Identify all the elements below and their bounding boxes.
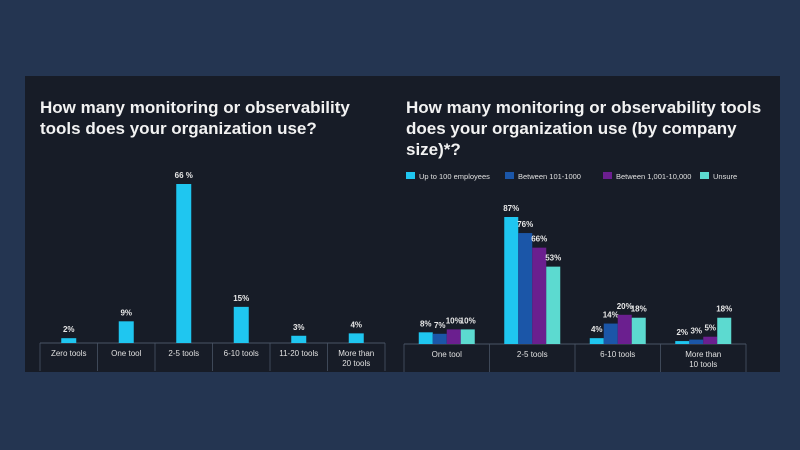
- left-bar-zero-tools: [61, 338, 77, 343]
- right-data-label-6-10-tools-between-1-001-10-000: 20%: [617, 302, 633, 311]
- left-data-label-11-20-tools: 3%: [293, 323, 305, 332]
- right-bar-more-than-10-tools-between-1-001-10-000: [703, 336, 718, 344]
- left-tick-label-one-tool: One tool: [111, 349, 141, 358]
- right-data-label-more-than-10-tools-between-1-001-10-000: 5%: [704, 324, 716, 333]
- right-data-label-more-than-10-tools-unsure: 18%: [716, 305, 732, 314]
- right-data-label-2-5-tools-between-101-1000: 76%: [517, 220, 533, 229]
- legend-label-between-1-001-10-000: Between 1,001-10,000: [616, 172, 691, 181]
- right-bar-2-5-tools-unsure: [546, 266, 561, 344]
- legend-label-up-to-100-employees: Up to 100 employees: [419, 172, 490, 181]
- right-bar-more-than-10-tools-between-101-1000: [689, 339, 704, 344]
- right-data-label-one-tool-between-1-001-10-000: 10%: [446, 316, 462, 325]
- right-data-label-6-10-tools-between-101-1000: 14%: [603, 311, 619, 320]
- left-data-label-2-5-tools: 66 %: [175, 171, 193, 180]
- left-data-label-6-10-tools: 15%: [233, 294, 249, 303]
- left-tick-label-more-than-20-tools: More than: [338, 349, 374, 358]
- right-data-label-6-10-tools-up-to-100-employees: 4%: [591, 325, 603, 334]
- legend-swatch-unsure: [700, 172, 709, 179]
- right-bar-more-than-10-tools-up-to-100-employees: [675, 341, 690, 344]
- right-tick-label-one-tool: One tool: [432, 350, 462, 359]
- legend-swatch-between-101-1000: [505, 172, 514, 179]
- right-bar-6-10-tools-unsure: [631, 317, 646, 344]
- left-tick-label-6-10-tools: 6-10 tools: [224, 349, 259, 358]
- right-data-label-more-than-10-tools-up-to-100-employees: 2%: [676, 328, 688, 337]
- right-data-label-one-tool-between-101-1000: 7%: [434, 321, 446, 330]
- left-bar-2-5-tools: [176, 184, 192, 343]
- right-data-label-2-5-tools-up-to-100-employees: 87%: [503, 204, 519, 213]
- right-data-label-2-5-tools-unsure: 53%: [545, 254, 561, 263]
- right-bar-one-tool-up-to-100-employees: [418, 332, 433, 344]
- right-bar-2-5-tools-between-101-1000: [518, 233, 533, 344]
- right-bar-one-tool-between-101-1000: [432, 333, 447, 344]
- right-bar-one-tool-between-1-001-10-000: [446, 329, 461, 344]
- left-bar-11-20-tools: [291, 335, 307, 343]
- right-tick-label-more-than-10-tools: 10 tools: [689, 360, 717, 369]
- left-chart-title: How many monitoring or observability too…: [40, 98, 350, 138]
- right-data-label-6-10-tools-unsure: 18%: [631, 305, 647, 314]
- right-bar-2-5-tools-up-to-100-employees: [504, 217, 519, 344]
- left-data-label-more-than-20-tools: 4%: [350, 320, 362, 329]
- right-bar-6-10-tools-up-to-100-employees: [589, 338, 604, 344]
- chart-panel: [25, 76, 780, 372]
- right-bar-more-than-10-tools-unsure: [717, 317, 732, 344]
- right-data-label-more-than-10-tools-between-101-1000: 3%: [690, 327, 702, 336]
- left-bar-more-than-20-tools: [348, 333, 364, 343]
- right-tick-label-more-than-10-tools: More than: [685, 350, 721, 359]
- left-bar-6-10-tools: [233, 306, 249, 343]
- left-tick-label-11-20-tools: 11-20 tools: [279, 349, 318, 358]
- legend-swatch-up-to-100-employees: [406, 172, 415, 179]
- right-bar-2-5-tools-between-1-001-10-000: [532, 247, 547, 344]
- legend-swatch-between-1-001-10-000: [603, 172, 612, 179]
- left-data-label-zero-tools: 2%: [63, 325, 75, 334]
- right-data-label-2-5-tools-between-1-001-10-000: 66%: [531, 235, 547, 244]
- left-tick-label-2-5-tools: 2-5 tools: [168, 349, 199, 358]
- right-bar-6-10-tools-between-1-001-10-000: [617, 314, 632, 344]
- right-data-label-one-tool-up-to-100-employees: 8%: [420, 319, 432, 328]
- legend-label-between-101-1000: Between 101-1000: [518, 172, 581, 181]
- right-data-label-one-tool-unsure: 10%: [460, 316, 476, 325]
- left-data-label-one-tool: 9%: [120, 308, 132, 317]
- left-tick-label-zero-tools: Zero tools: [51, 349, 87, 358]
- right-tick-label-6-10-tools: 6-10 tools: [600, 350, 635, 359]
- right-chart-title: How many monitoring or observability too…: [406, 98, 762, 159]
- right-bar-6-10-tools-between-101-1000: [603, 323, 618, 344]
- legend-label-unsure: Unsure: [713, 172, 737, 181]
- left-tick-label-more-than-20-tools: 20 tools: [342, 359, 370, 368]
- right-tick-label-2-5-tools: 2-5 tools: [517, 350, 548, 359]
- left-bar-one-tool: [118, 321, 134, 343]
- right-bar-one-tool-unsure: [460, 329, 475, 344]
